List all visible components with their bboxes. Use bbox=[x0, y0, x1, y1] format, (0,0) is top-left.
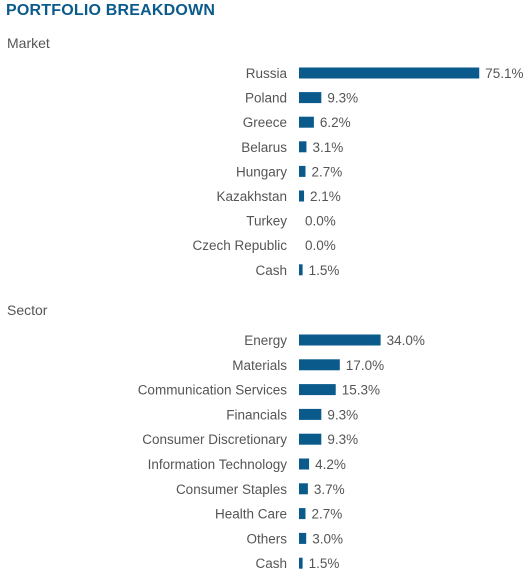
bar bbox=[299, 532, 307, 544]
value-label: 0.0% bbox=[305, 214, 336, 229]
value-label: 9.3% bbox=[327, 432, 358, 447]
market-section-label: Market bbox=[7, 35, 50, 51]
value-label: 17.0% bbox=[346, 358, 384, 373]
value-label: 3.7% bbox=[314, 482, 345, 497]
bar bbox=[299, 165, 306, 177]
bar bbox=[299, 557, 303, 569]
value-label: 4.2% bbox=[315, 457, 346, 472]
category-label: Belarus bbox=[241, 140, 287, 155]
bar bbox=[299, 483, 308, 495]
bar bbox=[299, 264, 303, 276]
bar bbox=[299, 190, 305, 202]
category-label: Kazakhstan bbox=[216, 189, 287, 204]
category-label: Hungary bbox=[236, 164, 287, 179]
category-label: Greece bbox=[243, 115, 287, 130]
value-label: 75.1% bbox=[485, 66, 523, 81]
page-title: PORTFOLIO BREAKDOWN bbox=[6, 2, 216, 19]
category-label: Others bbox=[246, 531, 287, 546]
bar bbox=[299, 92, 322, 104]
value-label: 1.5% bbox=[309, 556, 340, 571]
category-label: Consumer Discretionary bbox=[142, 432, 287, 447]
category-label: Czech Republic bbox=[192, 238, 287, 253]
value-label: 9.3% bbox=[327, 407, 358, 422]
value-label: 3.0% bbox=[312, 531, 343, 546]
value-label: 0.0% bbox=[305, 238, 336, 253]
category-label: Materials bbox=[232, 358, 287, 373]
value-label: 3.1% bbox=[312, 140, 343, 155]
category-label: Financials bbox=[226, 407, 287, 422]
bar bbox=[299, 359, 340, 371]
category-label: Health Care bbox=[215, 507, 287, 522]
value-label: 15.3% bbox=[342, 383, 380, 398]
bar bbox=[299, 141, 307, 153]
value-label: 2.1% bbox=[310, 189, 341, 204]
bar bbox=[299, 334, 381, 346]
sector-bar-chart: Energy 34.0% Materials 17.0% Communication S… bbox=[138, 333, 425, 571]
value-label: 2.7% bbox=[311, 164, 342, 179]
bar bbox=[299, 384, 336, 396]
bar bbox=[299, 433, 322, 445]
category-label: Turkey bbox=[246, 214, 287, 229]
bar bbox=[299, 458, 310, 470]
category-label: Cash bbox=[255, 556, 287, 571]
value-label: 34.0% bbox=[387, 333, 425, 348]
sector-section-label: Sector bbox=[7, 302, 48, 318]
value-label: 9.3% bbox=[327, 91, 358, 106]
bar bbox=[299, 408, 322, 420]
category-label: Russia bbox=[246, 66, 288, 81]
market-bar-chart: Russia 75.1% Poland 9.3% Greece 6.2% Belarus 3.… bbox=[192, 66, 523, 278]
category-label: Consumer Staples bbox=[176, 482, 287, 497]
value-label: 1.5% bbox=[309, 263, 340, 278]
bar bbox=[299, 508, 306, 520]
category-label: Communication Services bbox=[138, 383, 288, 398]
value-label: 2.7% bbox=[311, 507, 342, 522]
category-label: Information Technology bbox=[148, 457, 288, 472]
bar bbox=[299, 67, 480, 79]
category-label: Poland bbox=[245, 91, 287, 106]
bar bbox=[299, 116, 314, 128]
category-label: Energy bbox=[244, 333, 287, 348]
value-label: 6.2% bbox=[320, 115, 351, 130]
category-label: Cash bbox=[255, 263, 287, 278]
